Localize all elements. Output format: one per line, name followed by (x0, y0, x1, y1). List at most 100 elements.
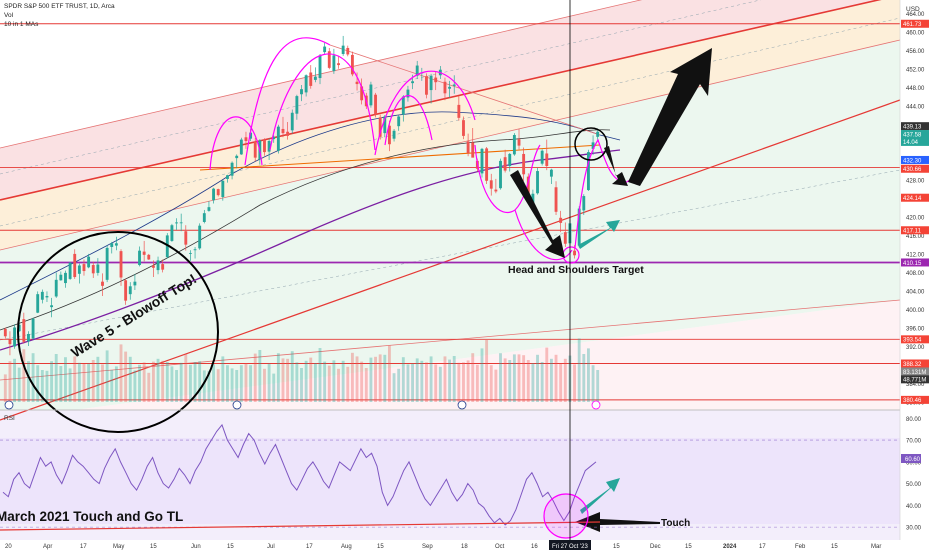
volume-bar (471, 353, 475, 402)
candle (522, 147, 526, 181)
candle (73, 249, 77, 279)
time-tick-14: 16 (531, 544, 538, 550)
candle (184, 225, 188, 251)
volume-bar (503, 358, 507, 402)
time-axis-bg (0, 540, 932, 550)
volume-bar (406, 364, 410, 402)
circle-highlight-top (574, 127, 608, 161)
price-badge-13: 380.46 (901, 395, 929, 404)
volume-bar (374, 356, 377, 402)
volume-bar (480, 348, 484, 402)
volume-bar (300, 368, 303, 402)
candle (156, 256, 160, 275)
candle (545, 139, 549, 171)
volume-bar (332, 360, 336, 402)
candle (480, 147, 484, 178)
candle (536, 167, 539, 195)
candle (138, 246, 141, 267)
svg-text:388.32: 388.32 (903, 362, 922, 368)
volume-bar (494, 369, 498, 402)
svg-text:14.04: 14.04 (903, 140, 919, 146)
volume-bar (411, 363, 415, 402)
volume-bar (68, 368, 72, 402)
candle (369, 81, 373, 108)
price-tick-20: 384.00 (906, 382, 925, 388)
candle (87, 253, 91, 269)
candle (503, 149, 507, 173)
candle (596, 128, 600, 141)
candle (489, 173, 493, 196)
candle (230, 161, 234, 180)
volume-bar (27, 361, 30, 402)
volume-bar (22, 349, 26, 402)
rsi-tick-5: 30.00 (906, 526, 922, 532)
candle (40, 289, 44, 304)
candle (300, 84, 303, 102)
volume-bar (420, 360, 424, 402)
candle (332, 48, 336, 74)
price-tick-18: 392.00 (906, 345, 925, 351)
volume-bar (540, 362, 544, 402)
candle (161, 259, 165, 273)
candle (448, 80, 452, 98)
candle (128, 282, 132, 300)
price-badge-0: 461.73 (901, 19, 929, 28)
candle (147, 253, 151, 260)
candle (207, 201, 211, 212)
volume-bar (582, 354, 586, 402)
volume-bar (545, 347, 549, 402)
time-tick-20: 17 (759, 544, 766, 550)
svg-text:60.60: 60.60 (905, 457, 921, 463)
price-tick-0: 464.00 (906, 12, 925, 18)
cursor-date-badge (549, 540, 591, 550)
candle (485, 147, 489, 185)
candle (142, 240, 146, 262)
price-badge-7: 417.11 (901, 226, 929, 235)
time-tick-11: Sep (422, 544, 433, 550)
candle (582, 194, 586, 216)
candle (110, 241, 114, 254)
volume-bar (165, 362, 169, 402)
time-tick-1: Apr (43, 544, 52, 550)
volume-bar (105, 350, 109, 402)
volume-bar (110, 370, 114, 402)
legend-volume: Vol (4, 12, 14, 19)
event-markers (4, 400, 601, 410)
candle (508, 153, 512, 172)
price-tick-17: 396.00 (906, 326, 925, 332)
touch-label: Touch (661, 518, 690, 529)
volume-bar (318, 348, 322, 402)
rsi-line (2, 423, 597, 526)
candle (82, 259, 86, 276)
candle (91, 261, 95, 278)
volume-bar (54, 354, 58, 402)
candle (406, 85, 410, 102)
candle (13, 324, 17, 349)
candle (559, 210, 563, 233)
candle (31, 317, 35, 340)
rsi-band (0, 438, 900, 524)
rsi-tick-4: 40.00 (906, 504, 922, 510)
svg-text:417.11: 417.11 (903, 229, 922, 235)
volume-bar (188, 364, 192, 402)
volume-bar (230, 368, 234, 402)
volume-bar (443, 356, 447, 402)
candle (392, 128, 396, 142)
candle (244, 131, 248, 149)
candle (494, 178, 498, 194)
volume-bar (64, 357, 67, 402)
price-badge-10: 388.32 (901, 359, 929, 368)
candle (263, 138, 266, 156)
candle (212, 187, 216, 204)
candle (374, 92, 377, 118)
price-tick-14: 408.00 (906, 271, 925, 277)
candle (151, 260, 155, 278)
svg-text:393.54: 393.54 (903, 338, 922, 344)
volume-bar (401, 357, 405, 402)
candle (591, 135, 595, 155)
rsi-touch-tl (0, 521, 601, 531)
candle (466, 133, 470, 157)
volume-bar (517, 354, 521, 402)
volume-bar (184, 354, 188, 402)
volume-bar (508, 360, 512, 402)
